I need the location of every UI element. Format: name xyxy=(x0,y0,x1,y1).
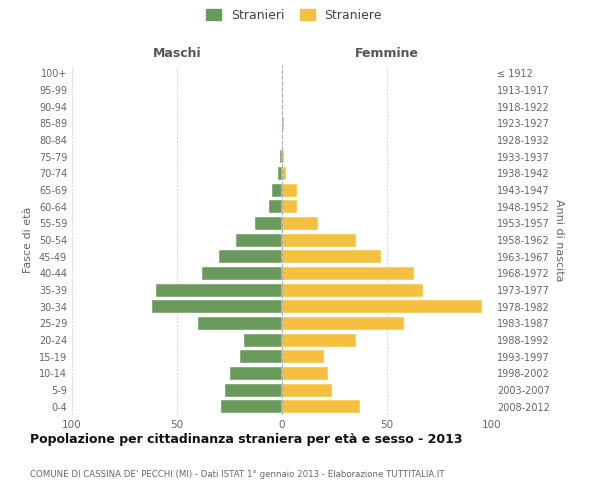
Bar xyxy=(282,400,360,413)
Text: Maschi: Maschi xyxy=(152,47,202,60)
Bar xyxy=(282,217,318,230)
Bar xyxy=(282,150,284,163)
Bar xyxy=(271,184,282,196)
Bar xyxy=(254,217,282,230)
Bar xyxy=(229,367,282,380)
Bar xyxy=(282,384,332,396)
Bar xyxy=(236,234,282,246)
Bar xyxy=(282,367,328,380)
Bar xyxy=(282,250,381,263)
Bar xyxy=(269,200,282,213)
Bar xyxy=(282,267,414,280)
Bar xyxy=(282,184,296,196)
Legend: Stranieri, Straniere: Stranieri, Straniere xyxy=(201,4,387,26)
Bar xyxy=(282,117,284,130)
Bar xyxy=(282,200,296,213)
Bar xyxy=(282,334,355,346)
Bar xyxy=(282,317,404,330)
Bar xyxy=(278,167,282,180)
Bar xyxy=(221,400,282,413)
Bar xyxy=(219,250,282,263)
Bar xyxy=(282,300,482,313)
Y-axis label: Fasce di età: Fasce di età xyxy=(23,207,33,273)
Bar xyxy=(280,150,282,163)
Bar xyxy=(202,267,282,280)
Bar xyxy=(152,300,282,313)
Text: COMUNE DI CASSINA DE' PECCHI (MI) - Dati ISTAT 1° gennaio 2013 - Elaborazione TU: COMUNE DI CASSINA DE' PECCHI (MI) - Dati… xyxy=(30,470,445,479)
Bar xyxy=(282,234,355,246)
Bar xyxy=(282,284,422,296)
Y-axis label: Anni di nascita: Anni di nascita xyxy=(554,198,563,281)
Bar xyxy=(240,350,282,363)
Bar xyxy=(282,167,286,180)
Bar xyxy=(226,384,282,396)
Text: Popolazione per cittadinanza straniera per età e sesso - 2013: Popolazione per cittadinanza straniera p… xyxy=(30,432,463,446)
Bar xyxy=(244,334,282,346)
Bar xyxy=(198,317,282,330)
Bar xyxy=(282,350,324,363)
Bar xyxy=(156,284,282,296)
Text: Femmine: Femmine xyxy=(355,47,419,60)
